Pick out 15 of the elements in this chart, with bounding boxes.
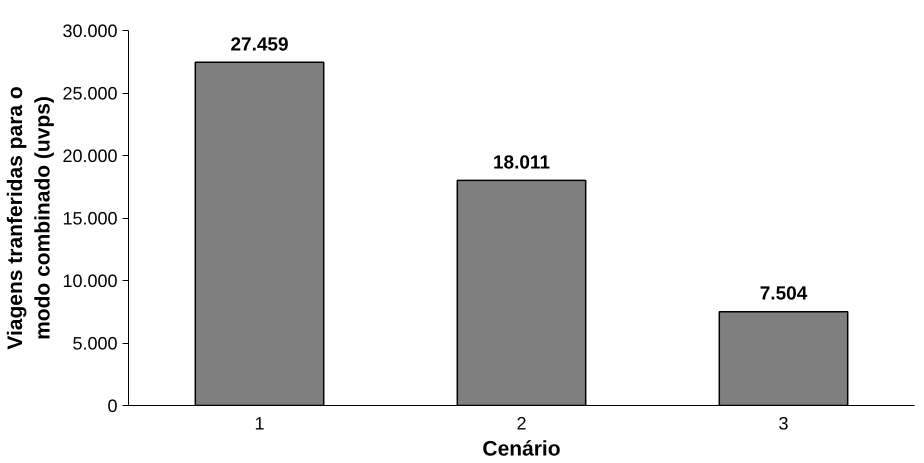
y-tick-label: 5.000	[72, 334, 118, 354]
x-tick-label: 2	[516, 414, 527, 434]
x-axis-title: Cenário	[482, 438, 561, 460]
data-label: 27.459	[230, 34, 289, 56]
y-axis-title: Viagens tranferidas para o modo combinado (uvps)	[4, 86, 54, 350]
x-tick-label: 3	[778, 414, 789, 434]
y-tick-label: 30.000	[62, 21, 118, 41]
y-tick-label: 25.000	[62, 84, 118, 104]
data-label: 7.504	[760, 284, 808, 305]
x-tick-label: 1	[254, 414, 265, 434]
data-label: 18.011	[492, 152, 550, 174]
y-tick-label: 0	[107, 396, 118, 416]
y-tick-label: 20.000	[62, 146, 118, 166]
y-tick-label: 15.000	[62, 208, 118, 228]
y-tick-label: 10.000	[62, 271, 118, 291]
